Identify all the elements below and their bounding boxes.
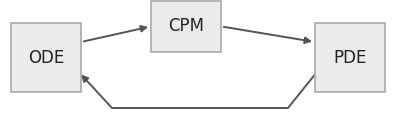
Text: ODE: ODE <box>28 49 64 67</box>
FancyBboxPatch shape <box>151 1 221 52</box>
Text: PDE: PDE <box>333 49 367 67</box>
FancyBboxPatch shape <box>11 23 81 92</box>
Text: CPM: CPM <box>168 17 204 35</box>
FancyBboxPatch shape <box>315 23 385 92</box>
FancyArrowPatch shape <box>82 74 315 108</box>
